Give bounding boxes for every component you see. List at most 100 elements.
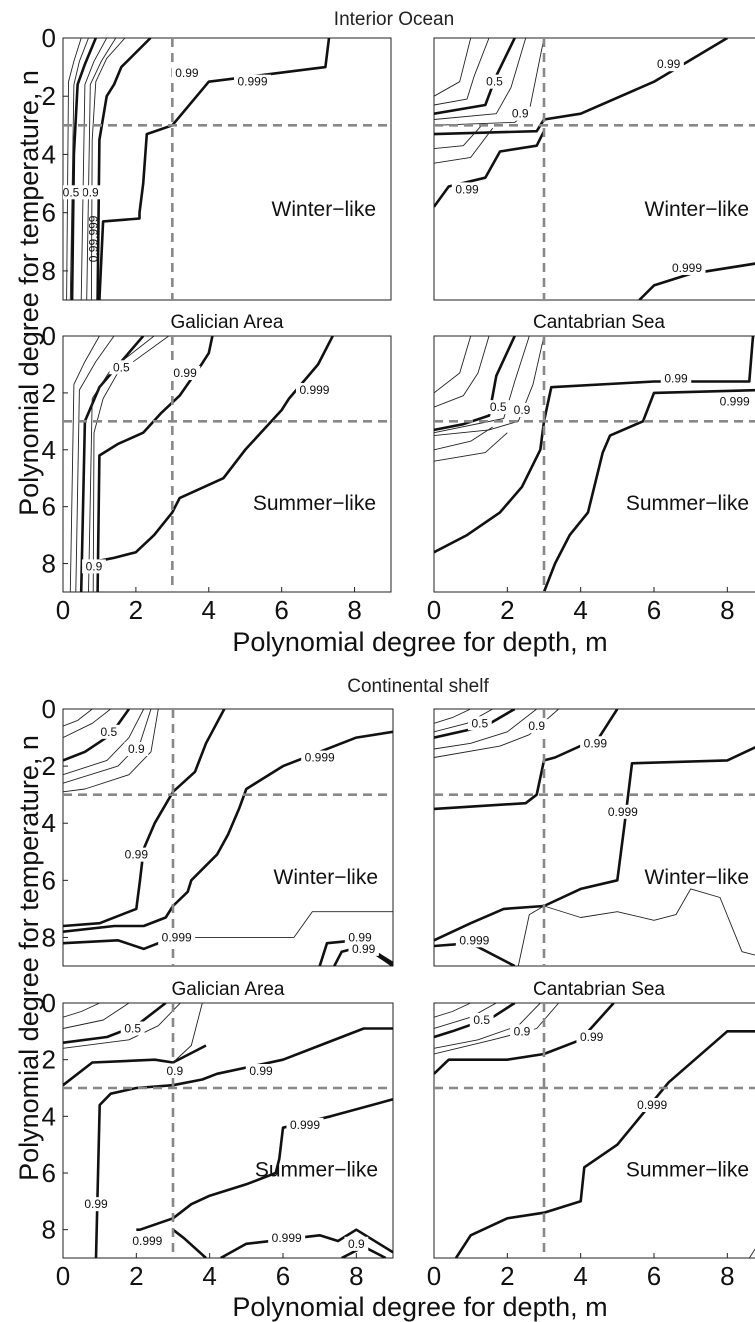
contour-label-bg bbox=[124, 741, 149, 756]
plot-area: 0.999 0.99 0.99 0.9 0.5 0.999 0.999 0.9 Summer−l… bbox=[63, 1003, 393, 1258]
x-tick-label: 0 bbox=[427, 595, 441, 625]
contour-label: 0.9 bbox=[166, 1064, 183, 1078]
contour-line-0-99 bbox=[96, 38, 152, 300]
section-title-interior-ocean: Interior Ocean bbox=[334, 9, 454, 30]
contour-label-bg bbox=[524, 719, 549, 734]
y-tick-label: 4 bbox=[42, 139, 56, 169]
contour-label-bg bbox=[580, 736, 611, 751]
contour-line-0-999 bbox=[434, 746, 755, 942]
contour-label: 0.999 bbox=[272, 1231, 302, 1245]
contour-line-0-9 bbox=[92, 336, 169, 592]
contour-line-0-4 bbox=[434, 426, 493, 451]
contour-label: 0.99 bbox=[175, 66, 199, 80]
contour-line-0-3 bbox=[434, 38, 490, 106]
season-label: Winter−like bbox=[645, 866, 749, 889]
plot-frame bbox=[62, 1002, 394, 1259]
contour-line-0-5 bbox=[70, 38, 98, 300]
contour-label-bg bbox=[295, 383, 333, 398]
contour-label-bg bbox=[486, 400, 511, 415]
contour-label: 0.99 bbox=[249, 1064, 273, 1078]
season-label: Summer−like bbox=[626, 1158, 749, 1181]
contour-line-0-6 bbox=[434, 127, 494, 164]
contour-label-bg bbox=[96, 724, 121, 739]
contour-label-bg bbox=[82, 559, 106, 574]
y-tick-label: 2 bbox=[42, 378, 56, 408]
contour-label-bg bbox=[455, 933, 493, 948]
contour-line-0-7 bbox=[434, 1003, 541, 1049]
season-label: Summer−like bbox=[255, 1158, 378, 1181]
contour-line-0-1 bbox=[434, 709, 471, 724]
contour-line-0-7 bbox=[434, 336, 530, 434]
x-tick-label: 4 bbox=[202, 595, 216, 625]
contour-label: 0.99 bbox=[125, 848, 149, 862]
contour-line-0-3 bbox=[434, 336, 490, 408]
contour-line-0-7 bbox=[434, 38, 527, 120]
plot-area: 0.999 0.99 0.9 0.5 Summer−like bbox=[63, 336, 391, 592]
contour-label: 0.9 bbox=[514, 1024, 531, 1038]
contour-label-bg bbox=[653, 57, 684, 72]
section-title-continental-shelf: Continental shelf bbox=[347, 676, 489, 697]
contour-label: 0.5 bbox=[471, 716, 488, 730]
season-label: Winter−like bbox=[272, 198, 376, 221]
contour-label: 0.999 bbox=[299, 383, 329, 397]
contour-label-bg bbox=[169, 365, 201, 380]
plot-area: 0.999 0.99 0.9 0.5 0.999 Winter−like bbox=[434, 709, 755, 966]
panel-5: 0.999 0.99 0.9 0.5 0.999 Winter−like bbox=[433, 708, 755, 967]
contour-line-0-9 bbox=[63, 709, 159, 793]
contour-label-bg bbox=[344, 1236, 369, 1251]
contour-line-0-99 bbox=[94, 1027, 393, 1258]
contour-label: 0.9 bbox=[82, 185, 99, 199]
contour-label: 0.999 bbox=[237, 75, 267, 89]
contour-label: 0.9 bbox=[128, 742, 145, 756]
x-tick-label: 2 bbox=[129, 1261, 143, 1291]
contour-label-bg bbox=[668, 260, 706, 275]
contour-line-0-9 bbox=[191, 911, 393, 938]
contour-line-0-999 bbox=[434, 38, 728, 136]
plot-frame bbox=[433, 37, 755, 301]
x-tick-label: 0 bbox=[56, 595, 70, 625]
contour-line-0-9 bbox=[434, 336, 545, 437]
contour-line-0-999 bbox=[542, 388, 755, 592]
x-tick-label: 6 bbox=[647, 1261, 661, 1291]
contour-line-0-99 bbox=[63, 1044, 207, 1087]
panel-0: 0.999 0.99 0.90.5 0.99,999 Winter−like 0 2 4 6 8 bbox=[42, 23, 392, 301]
contour-label-bg bbox=[604, 804, 642, 819]
y-tick-label: 0 bbox=[42, 23, 56, 53]
panel-title: Cantabrian Sea bbox=[533, 979, 665, 1000]
contour-label: 0.9 bbox=[86, 559, 103, 573]
y-tick-label: 8 bbox=[42, 922, 56, 952]
contour-label-bg bbox=[344, 930, 376, 945]
contour-line-0-5 bbox=[63, 709, 131, 762]
contour-label: 0.5 bbox=[100, 725, 117, 739]
contour-line-0-5 bbox=[434, 336, 516, 432]
contour-line-0-999 bbox=[220, 1228, 393, 1258]
plot-frame bbox=[433, 335, 755, 593]
x-tick-label: 6 bbox=[274, 595, 288, 625]
plot-frame bbox=[62, 37, 392, 301]
contour-line-0-999 bbox=[98, 38, 331, 300]
contour-label: 0.99 bbox=[657, 57, 681, 71]
contour-label: 0.5 bbox=[486, 75, 503, 89]
contour-label-bg bbox=[633, 1098, 671, 1112]
contour-label-bg bbox=[121, 847, 152, 862]
contour-label-bg bbox=[348, 941, 379, 956]
plot-frame bbox=[62, 335, 392, 593]
contour-label-bg bbox=[510, 1024, 534, 1039]
contour-label: 0.9 bbox=[528, 719, 545, 733]
contour-label-bg bbox=[576, 1030, 607, 1044]
contour-line-0-1 bbox=[434, 1003, 471, 1018]
y-tick-label: 2 bbox=[42, 1045, 56, 1075]
contour-label: 0.5 bbox=[63, 185, 80, 199]
contour-label-bg bbox=[469, 1013, 494, 1027]
contour-line-0-1 bbox=[69, 336, 100, 592]
contour-line-0-99 bbox=[96, 336, 214, 592]
x-tick-label: 4 bbox=[573, 595, 587, 625]
contour-label: 0.99 bbox=[173, 366, 197, 380]
contour-label-bg bbox=[716, 394, 754, 409]
contour-label-bg bbox=[158, 930, 196, 945]
contour-label-bg bbox=[510, 402, 534, 417]
contour-label: 0.999 bbox=[290, 1118, 320, 1132]
x-tick-label: 4 bbox=[573, 1261, 587, 1291]
y-tick-label: 8 bbox=[42, 256, 56, 286]
